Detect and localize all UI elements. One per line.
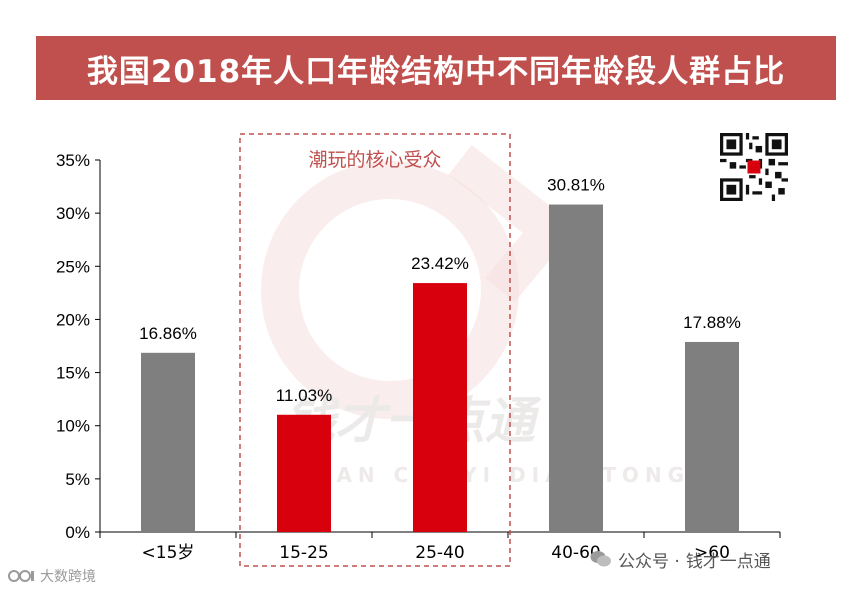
y-tick-label: 30% bbox=[56, 204, 90, 223]
x-tick-label: >60 bbox=[694, 543, 730, 563]
bar bbox=[277, 414, 331, 532]
data-label: 11.03% bbox=[276, 386, 332, 405]
footer-left: 大数跨境 bbox=[8, 565, 96, 587]
x-tick-label: 15-25 bbox=[279, 543, 328, 563]
y-tick-label: 25% bbox=[56, 257, 90, 276]
wechat-icon bbox=[590, 551, 611, 567]
watermark-subtext: QIAN CAI YI DIAN TONG bbox=[300, 463, 690, 487]
data-label: 17.88% bbox=[683, 313, 741, 332]
qr-code-icon[interactable] bbox=[720, 133, 788, 201]
annotation: 潮玩的核心受众 bbox=[308, 149, 441, 171]
x-tick-label: 25-40 bbox=[415, 543, 464, 563]
y-tick-label: 5% bbox=[65, 470, 90, 489]
footer-account-name: 钱才一点通 bbox=[685, 551, 771, 572]
y-tick-label: 20% bbox=[56, 310, 90, 329]
chart-title: 我国2018年人口年龄结构中不同年龄段人群占比 bbox=[86, 53, 786, 90]
x-tick-label: <15岁 bbox=[142, 543, 195, 563]
footer-left-text: 大数跨境 bbox=[40, 569, 96, 585]
footer-right: 公众号 · 钱才一点通 bbox=[590, 546, 771, 572]
data-label: 23.42% bbox=[411, 254, 469, 273]
y-tick-label: 15% bbox=[56, 364, 90, 383]
y-tick-label: 10% bbox=[56, 417, 90, 436]
data-label: 16.86% bbox=[139, 324, 197, 343]
bar bbox=[141, 352, 195, 532]
title-bar: 我国2018年人口年龄结构中不同年龄段人群占比 bbox=[36, 36, 836, 100]
x-tick-label: 40-60 bbox=[551, 543, 600, 563]
bar bbox=[685, 341, 739, 532]
bar bbox=[413, 283, 467, 532]
y-tick-label: 35% bbox=[56, 151, 90, 170]
footer-prefix: 公众号 · bbox=[618, 551, 680, 572]
bar bbox=[549, 204, 603, 533]
y-tick-label: 0% bbox=[65, 523, 90, 542]
brand-logo-icon bbox=[8, 570, 34, 582]
highlight-box bbox=[239, 133, 511, 567]
data-label: 30.81% bbox=[547, 176, 605, 195]
